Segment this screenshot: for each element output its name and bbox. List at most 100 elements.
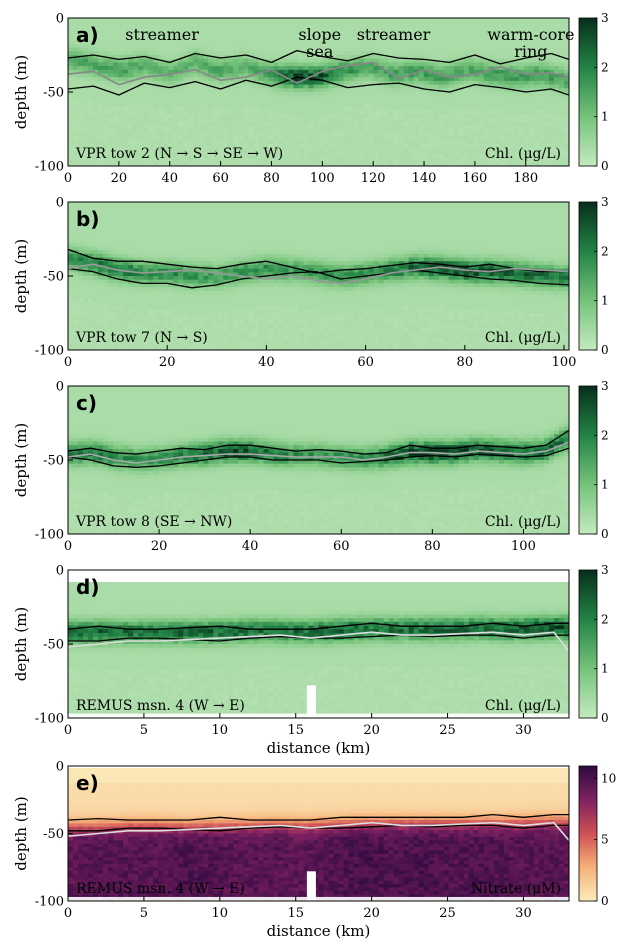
heatmap-cell	[518, 32, 525, 38]
heatmap-cell	[173, 18, 179, 23]
heatmap-cell	[123, 32, 129, 38]
heatmap-cell	[353, 25, 360, 30]
heatmap-cell	[243, 55, 249, 60]
heatmap-cell	[548, 62, 555, 67]
heatmap-cell	[308, 125, 315, 130]
heatmap-cell	[158, 84, 164, 89]
heatmap-cell	[198, 132, 204, 137]
heatmap-cell	[323, 40, 330, 45]
heatmap-cell	[498, 80, 505, 86]
heatmap-cell	[328, 154, 335, 160]
heatmap-cell	[273, 129, 280, 134]
heatmap-cell	[478, 140, 485, 145]
heatmap-cell	[223, 58, 229, 63]
heatmap-cell	[128, 268, 134, 273]
heatmap-cell	[498, 66, 505, 71]
heatmap-cell	[163, 77, 169, 82]
heatmap-cell	[528, 103, 535, 108]
heatmap-cell	[78, 301, 84, 307]
heatmap-cell	[503, 140, 510, 145]
heatmap-cell	[453, 92, 460, 97]
heatmap-cell	[78, 99, 84, 104]
heatmap-cell	[128, 99, 134, 104]
heatmap-cell	[103, 261, 109, 266]
heatmap-cell	[468, 40, 475, 45]
heatmap-cell	[323, 140, 330, 145]
heatmap-cell	[378, 88, 385, 93]
heatmap-cell	[333, 129, 340, 134]
heatmap-cell	[98, 92, 104, 97]
heatmap-cell	[128, 66, 134, 71]
heatmap-cell	[123, 205, 129, 210]
heatmap-cell	[393, 51, 400, 56]
heatmap-cell	[528, 62, 535, 67]
heatmap-cell	[288, 117, 295, 123]
heatmap-cell	[88, 40, 94, 45]
heatmap-cell	[553, 117, 560, 123]
heatmap-cell	[408, 69, 415, 75]
heatmap-cell	[83, 55, 89, 60]
heatmap-cell	[333, 32, 340, 38]
heatmap-cell	[443, 18, 450, 23]
heatmap-cell	[178, 132, 184, 137]
heatmap-cell	[513, 143, 520, 149]
heatmap-cell	[158, 216, 164, 222]
colorbar-step	[579, 131, 597, 135]
heatmap-cell	[208, 114, 214, 119]
heatmap-cell	[358, 36, 365, 41]
heatmap-cell	[423, 32, 430, 38]
heatmap-cell	[248, 95, 254, 100]
heatmap-cell	[453, 25, 460, 30]
heatmap-cell	[468, 121, 475, 126]
heatmap-cell	[98, 140, 104, 145]
heatmap-cell	[163, 62, 169, 67]
heatmap-cell	[343, 77, 350, 82]
heatmap-cell	[73, 117, 79, 123]
heatmap-cell	[223, 88, 229, 93]
heatmap-cell	[538, 80, 545, 86]
heatmap-cell	[93, 327, 99, 333]
heatmap-cell	[168, 242, 174, 247]
heatmap-cell	[158, 18, 164, 23]
heatmap-cell	[208, 32, 214, 38]
heatmap-cell	[308, 136, 315, 141]
heatmap-cell	[173, 99, 179, 104]
heatmap-cell	[408, 80, 415, 86]
heatmap-cell	[258, 136, 264, 141]
heatmap-cell	[138, 209, 144, 214]
heatmap-cell	[413, 129, 420, 134]
heatmap-cell	[128, 327, 134, 333]
heatmap-cell	[113, 62, 119, 67]
heatmap-cell	[258, 158, 264, 163]
heatmap-cell	[113, 32, 119, 38]
heatmap-cell	[243, 40, 249, 45]
heatmap-cell	[83, 95, 89, 100]
heatmap-cell	[443, 154, 450, 160]
heatmap-cell	[363, 125, 370, 130]
heatmap-cell	[208, 106, 214, 112]
heatmap-cell	[103, 246, 109, 251]
heatmap-cell	[353, 73, 360, 78]
heatmap-cell	[353, 77, 360, 82]
colorbar-step	[579, 35, 597, 39]
heatmap-cell	[353, 117, 360, 123]
heatmap-cell	[128, 151, 134, 156]
heatmap-cell	[73, 158, 79, 163]
heatmap-cell	[163, 324, 169, 329]
heatmap-cell	[278, 110, 285, 115]
heatmap-cell	[83, 202, 89, 207]
colorbar-step	[579, 106, 597, 110]
heatmap-cell	[173, 36, 179, 41]
heatmap-cell	[248, 151, 254, 156]
heatmap-cell	[358, 32, 365, 38]
heatmap-cell	[208, 110, 214, 115]
heatmap-cell	[438, 117, 445, 123]
heatmap-cell	[348, 140, 355, 145]
heatmap-cell	[433, 43, 440, 49]
heatmap-cell	[278, 32, 285, 38]
heatmap-cell	[203, 80, 209, 86]
heatmap-cell	[118, 136, 124, 141]
heatmap-cell	[328, 129, 335, 134]
heatmap-cell	[363, 18, 370, 23]
heatmap-cell	[188, 43, 194, 49]
